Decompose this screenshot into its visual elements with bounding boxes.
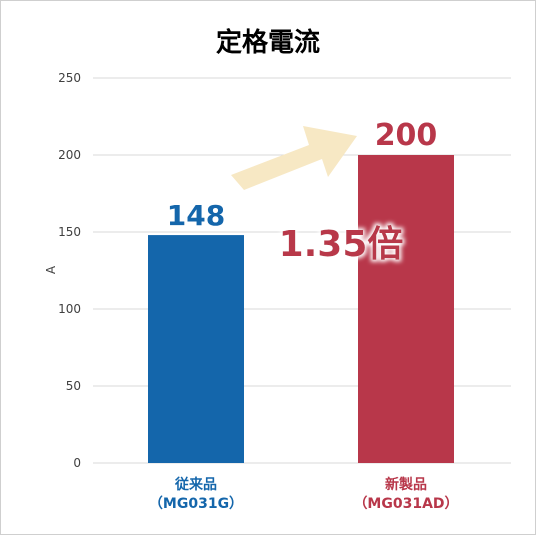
chart-title: 定格電流 (216, 27, 320, 58)
bar-new-product (358, 155, 454, 463)
x-category-name: 新製品 (385, 476, 427, 493)
x-category-code: （MG031G） (149, 496, 243, 512)
x-category-name: 従来品 (174, 476, 217, 493)
x-axis-categories: 従来品 （MG031G） 新製品 （MG031AD） (149, 476, 459, 512)
y-tick-label: 150 (58, 225, 81, 239)
data-labels: 148 200 (167, 118, 438, 232)
y-tick-label: 200 (58, 148, 81, 162)
y-tick-label: 250 (58, 71, 81, 85)
x-category-code: （MG031AD） (353, 496, 458, 512)
data-label: 200 (375, 118, 438, 153)
growth-arrow (231, 126, 357, 190)
y-axis-label: A (44, 265, 58, 274)
y-tick-label: 0 (73, 456, 81, 470)
y-tick-label: 50 (66, 379, 81, 393)
bar-conventional (148, 235, 244, 463)
ratio-annotation: 1.35倍 (279, 224, 404, 265)
data-label: 148 (167, 199, 225, 232)
bars (148, 155, 454, 463)
y-tick-label: 100 (58, 302, 81, 316)
y-axis-ticks: 0 50 100 150 200 250 (58, 71, 81, 470)
